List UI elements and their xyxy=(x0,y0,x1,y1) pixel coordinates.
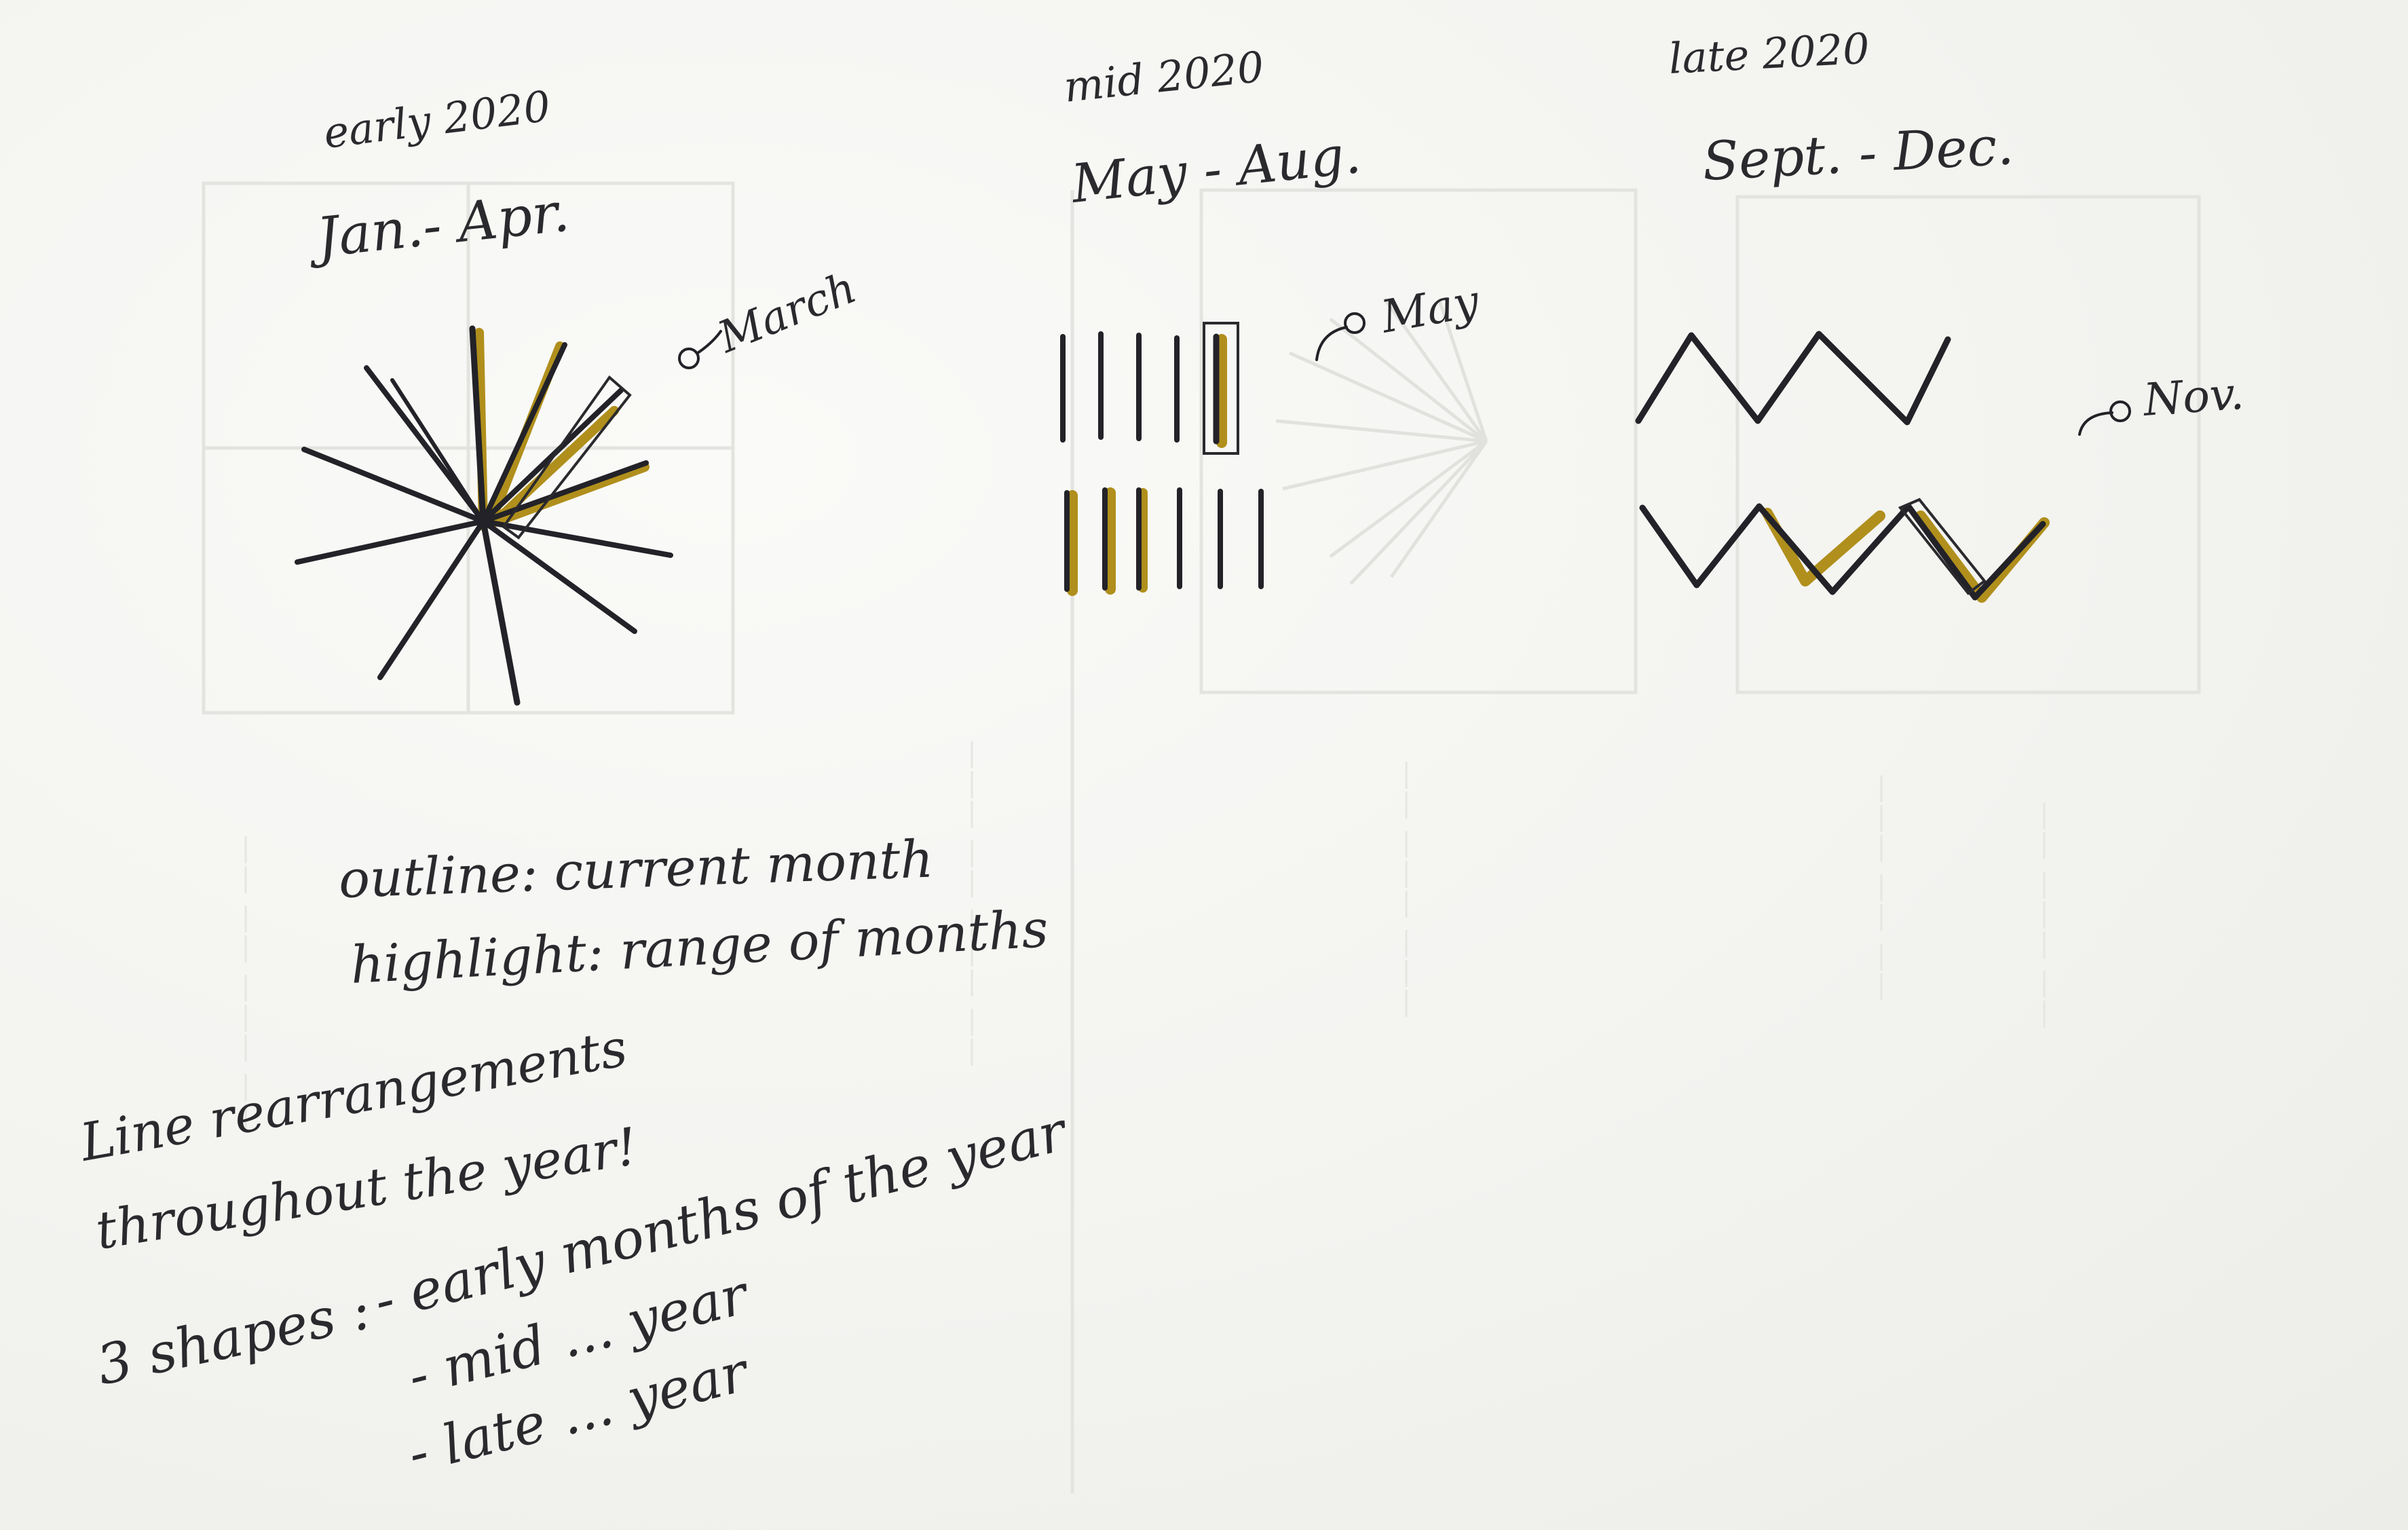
burst-stroke xyxy=(364,365,486,524)
burst-stroke xyxy=(481,460,649,524)
burst-stroke xyxy=(469,325,487,525)
month-range-late: Sept. - Dec. xyxy=(1701,115,2015,193)
burst-stroke xyxy=(295,519,486,565)
burst-highlight-stroke xyxy=(493,462,650,526)
burst-stroke xyxy=(480,518,521,706)
notes: Line rearrangements throughout the year!… xyxy=(75,1017,1075,1485)
sketch-mid-2020: mid 2020 May - Aug. May xyxy=(1060,41,1484,596)
period-label-early: early 2020 xyxy=(321,81,553,158)
period-label-mid: mid 2020 xyxy=(1061,41,1266,112)
burst-stroke xyxy=(481,519,673,558)
burst-highlight-stroke xyxy=(489,406,619,527)
zigzag-stroke xyxy=(1635,331,1951,426)
legend-outline-text: outline: current month xyxy=(338,828,935,910)
svg-text:—— ——— ———: —— ——— ——— xyxy=(1391,760,1425,1018)
month-range-early: Jan.- Apr. xyxy=(304,180,572,270)
radial-burst-shape xyxy=(295,325,673,706)
burst-stroke xyxy=(301,447,486,524)
burst-stroke xyxy=(390,378,485,523)
current-month-outline xyxy=(1203,322,1239,455)
current-month-marker-late: Nov. xyxy=(2141,367,2246,426)
svg-text:—— ——— ——: —— ——— —— xyxy=(2029,801,2063,1029)
svg-text:—— —— ——— ——: —— —— ——— —— xyxy=(230,835,265,1132)
marker-pointer-mid xyxy=(1315,312,1366,361)
zigzag-highlight-stroke xyxy=(1762,508,1885,586)
current-month-outline xyxy=(502,375,632,540)
zigzag-stroke xyxy=(1639,503,2046,601)
zigzag-shape xyxy=(1635,331,2050,603)
marker-pointer-early xyxy=(678,330,722,369)
month-range-mid: May - Aug. xyxy=(1068,124,1364,215)
current-month-marker-mid: May xyxy=(1376,275,1483,343)
period-label-late: late 2020 xyxy=(1668,24,1870,83)
vertical-lines-shape xyxy=(1060,322,1264,596)
svg-text:——— —— ——— ——: ——— —— ——— —— xyxy=(956,740,991,1067)
sketch-early-2020: early 2020 Jan.- Apr. March xyxy=(295,81,863,706)
shapes-heading: 3 shapes : xyxy=(92,1278,376,1398)
sketch-late-2020: late 2020 Sept. - Dec. Nov. xyxy=(1635,24,2246,603)
svg-text:——— —— ——: ——— —— —— xyxy=(1866,774,1900,1002)
legend-highlight-text: highlight: range of months xyxy=(349,898,1049,995)
legend: outline: current month highlight: range … xyxy=(338,828,1050,995)
burst-stroke xyxy=(481,342,567,524)
burst-stroke xyxy=(377,519,486,680)
burst-stroke xyxy=(481,519,637,634)
burst-stroke xyxy=(481,388,624,524)
bleed-through: —— —— ——— —— ——— —— ——— —— —— ——— ——— ——… xyxy=(202,181,2201,1493)
marker-pointer-late xyxy=(2078,400,2131,436)
current-month-outline xyxy=(1898,498,1987,595)
